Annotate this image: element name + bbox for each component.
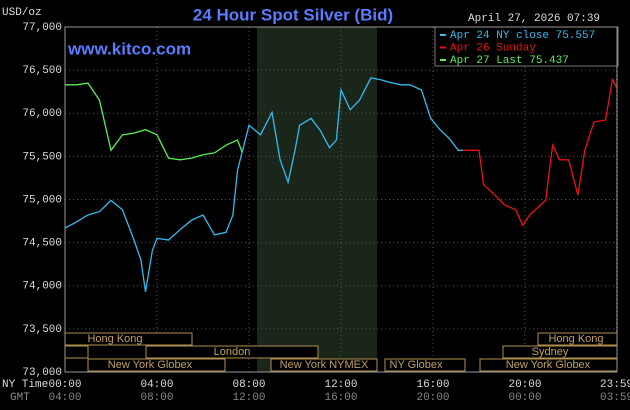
session-label: Sydney xyxy=(532,346,569,358)
x-tick-label-gmt: 16:00 xyxy=(324,392,357,404)
y-tick-label: 77,000 xyxy=(22,22,62,34)
session-label: Hong Kong xyxy=(87,333,142,345)
x-tick-label: 12:00 xyxy=(324,379,357,391)
x-tick-label-gmt: 00:00 xyxy=(508,392,541,404)
x-tick-label-gmt: 20:00 xyxy=(416,392,449,404)
plot-frame xyxy=(64,26,618,373)
series-line xyxy=(64,77,463,292)
x-tick-label-gmt: 08:00 xyxy=(140,392,173,404)
unit-label: USD/oz xyxy=(2,7,42,19)
series-line xyxy=(65,82,243,161)
session-label: New York Globex xyxy=(108,359,193,371)
grid xyxy=(64,26,618,373)
y-tick-label: 74,000 xyxy=(22,281,62,293)
session-box xyxy=(384,358,466,372)
sessions: Hong Kong London New York Globex New Yor… xyxy=(64,332,618,372)
legend-label: Apr 27 Last 75.437 xyxy=(450,55,569,67)
x-tick-label-gmt: 03:59 xyxy=(600,392,630,404)
x-tick-label: 20:00 xyxy=(508,379,541,391)
legend-label: Apr 26 Sunday xyxy=(450,42,536,54)
session-box xyxy=(270,358,378,372)
y-tick-label: 73,000 xyxy=(22,367,62,379)
x-axis-label: NY Time xyxy=(2,379,48,391)
series-line xyxy=(462,77,618,227)
x-tick-label-gmt: 04:00 xyxy=(48,392,81,404)
chart-title: 24 Hour Spot Silver (Bid) xyxy=(193,5,393,24)
legend-label: Apr 24 NY close 75.557 xyxy=(450,30,595,42)
x-tick-label: 00:00 xyxy=(48,379,81,391)
x-tick-label: 08:00 xyxy=(232,379,265,391)
x-tick-label: 04:00 xyxy=(140,379,173,391)
session-box xyxy=(87,358,226,372)
x-tick-label: 23:59 xyxy=(600,379,630,391)
y-tick-label: 75,000 xyxy=(22,194,62,206)
y-tick-label: 76,000 xyxy=(22,108,62,120)
timestamp: April 27, 2026 07:39 xyxy=(468,13,600,25)
y-tick-label: 74,500 xyxy=(22,238,62,250)
session-label: New York NYMEX xyxy=(280,359,369,371)
session-label: NY Globex xyxy=(390,359,443,371)
x-axis-label: GMT xyxy=(10,392,30,404)
session-box xyxy=(64,345,89,359)
x-tick-label: 16:00 xyxy=(416,379,449,391)
session-box xyxy=(145,345,319,359)
watermark: www.kitco.com xyxy=(67,39,191,58)
y-tick-label: 73,500 xyxy=(22,324,62,336)
session-label: Hong Kong xyxy=(548,333,603,345)
y-tick-label: 75,500 xyxy=(22,151,62,163)
session-label: New York Globex xyxy=(506,359,591,371)
legend-box xyxy=(434,26,619,67)
session-label: London xyxy=(214,346,251,358)
x-tick-label-gmt: 12:00 xyxy=(232,392,265,404)
y-tick-label: 76,500 xyxy=(22,65,62,77)
